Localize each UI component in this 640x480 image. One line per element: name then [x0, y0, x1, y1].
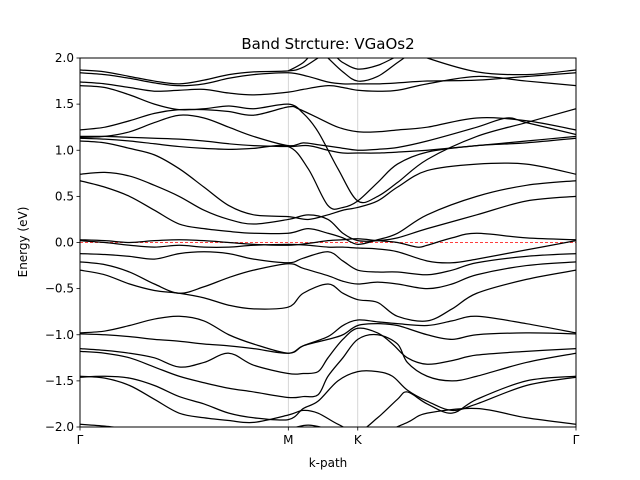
y-tick-label-5: 0.5: [55, 189, 74, 203]
band-line-1: [80, 375, 576, 427]
y-tick-label-4: 0.0: [55, 236, 74, 250]
y-tick-label-2: −1.0: [45, 328, 74, 342]
y-axis-ticks: −2.0 −1.5 −1.0 −0.5 0.0 0.5 1.0 1.5 2.0: [45, 51, 80, 434]
band-line-14: [80, 140, 576, 221]
x-tick-label-3: Γ: [573, 433, 580, 447]
band-lines: [80, 58, 576, 427]
band-line-15: [80, 137, 576, 210]
x-tick-label-2: K: [354, 433, 363, 447]
y-tick-label-7: 1.5: [55, 97, 74, 111]
band-line-2: [80, 370, 576, 421]
band-line-7: [80, 269, 576, 322]
band-line-12: [80, 180, 576, 245]
band-line-11: [80, 232, 576, 248]
y-tick-label-0: −2.0: [45, 420, 74, 434]
chart-title: Band Strcture: VGaOs2: [241, 35, 414, 53]
x-tick-label-0: Γ: [77, 433, 84, 447]
band-line-10: [80, 240, 576, 264]
y-tick-label-6: 1.0: [55, 143, 74, 157]
band-line-22: [80, 58, 576, 85]
x-tick-label-1: M: [283, 433, 293, 447]
y-tick-label-3: −0.5: [45, 282, 74, 296]
y-tick-label-1: −1.5: [45, 374, 74, 388]
band-line-17: [80, 114, 576, 151]
band-line-13: [80, 171, 576, 242]
band-line-21: [80, 72, 576, 87]
band-line-9: [80, 251, 576, 276]
band-line-8: [80, 261, 576, 294]
band-line-4: [80, 327, 576, 375]
y-axis-label: Energy (eV): [16, 207, 30, 278]
band-line-20: [80, 75, 576, 96]
y-tick-label-8: 2.0: [55, 51, 74, 65]
band-line-5: [80, 323, 576, 354]
band-line-0: [80, 407, 576, 427]
band-line-19: [80, 85, 576, 204]
band-line-3: [80, 333, 576, 399]
band-line-16: [80, 135, 576, 154]
x-axis-label: k-path: [309, 456, 348, 470]
band-line-6: [80, 315, 576, 354]
